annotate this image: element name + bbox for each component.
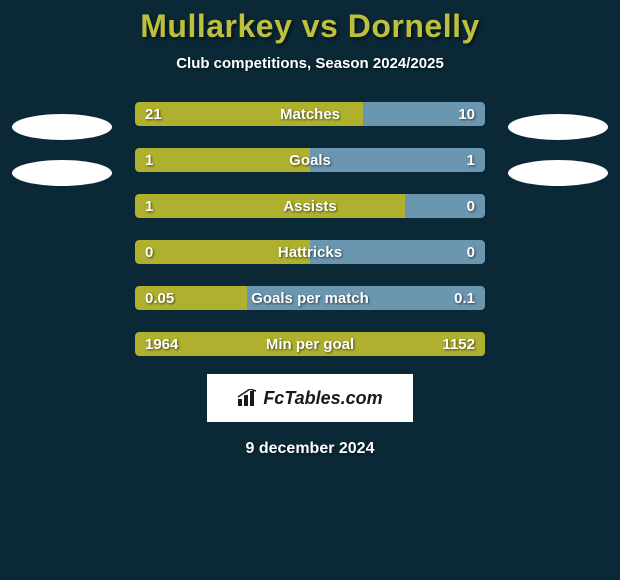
date-label: 9 december 2024 [246, 440, 375, 458]
stat-label: Hattricks [135, 240, 485, 264]
stat-value-right: 1152 [442, 332, 475, 356]
stat-value-right: 10 [458, 102, 475, 126]
stat-value-left: 1 [145, 194, 153, 218]
stat-row: Hattricks0 0 [135, 240, 485, 264]
subtitle: Club competitions, Season 2024/2025 [176, 55, 444, 72]
player2-logo-secondary [508, 160, 608, 186]
watermark-badge: FcTables.com [207, 374, 413, 422]
stat-value-right: 0 [467, 194, 475, 218]
stat-row: Goals1 1 [135, 148, 485, 172]
stat-label: Assists [135, 194, 485, 218]
chart-icon [237, 389, 259, 407]
stat-label: Goals per match [135, 286, 485, 310]
stat-value-left: 1964 [145, 332, 178, 356]
stat-value-left: 21 [145, 102, 162, 126]
player1-logo-secondary [12, 160, 112, 186]
stat-value-left: 0 [145, 240, 153, 264]
watermark-text: FcTables.com [263, 388, 382, 409]
stat-value-right: 0 [467, 240, 475, 264]
comparison-chart: Matches2110Goals11Assists10Hattricks00Go… [0, 102, 620, 356]
stat-row: Assists1 0 [135, 194, 485, 218]
stat-value-left: 1 [145, 148, 153, 172]
page-title: Mullarkey vs Dornelly [140, 8, 480, 45]
stat-value-left: 0.05 [145, 286, 174, 310]
stat-label: Matches [135, 102, 485, 126]
stat-label: Min per goal [135, 332, 485, 356]
stat-bars: Matches2110Goals11Assists10Hattricks00Go… [135, 102, 485, 356]
player1-logo [12, 114, 112, 140]
stat-row: Min per goal1964 1152 [135, 332, 485, 356]
stat-row: Matches21 10 [135, 102, 485, 126]
stat-value-right: 0.1 [454, 286, 475, 310]
stat-value-right: 1 [467, 148, 475, 172]
player2-logo [508, 114, 608, 140]
stat-label: Goals [135, 148, 485, 172]
stat-row: Goals per match0.05 0.1 [135, 286, 485, 310]
